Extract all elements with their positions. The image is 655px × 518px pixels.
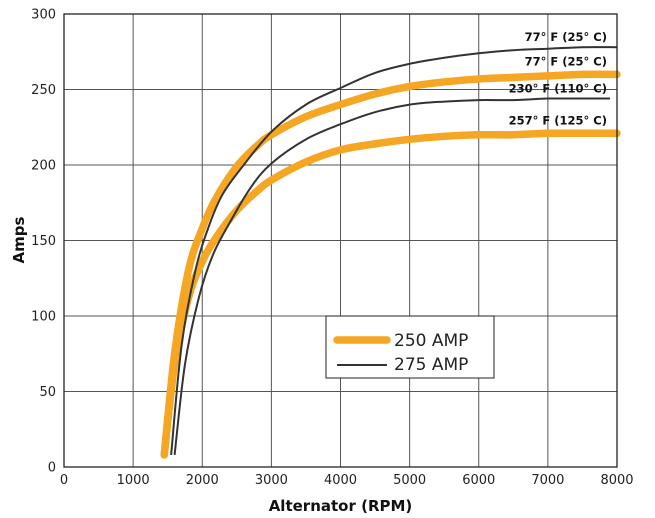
y-tick-label: 150 xyxy=(31,234,56,249)
series-line-0 xyxy=(160,70,621,459)
x-tick-label: 4000 xyxy=(324,473,357,488)
series-line-3 xyxy=(173,97,611,456)
x-tick-label: 2000 xyxy=(186,473,219,488)
x-tick-label: 5000 xyxy=(393,473,426,488)
series-layer xyxy=(160,46,621,459)
curve-label-3: 230° F (110° C) xyxy=(509,82,607,96)
legend-label-250-amp: 250 AMP xyxy=(394,331,468,351)
y-tick-label: 50 xyxy=(39,385,56,400)
legend: 250 AMP 275 AMP xyxy=(325,315,495,379)
curve-label-2: 77° F (25° C) xyxy=(525,30,607,44)
x-tick-label: 8000 xyxy=(600,473,633,488)
y-tick-label: 300 xyxy=(31,8,56,23)
curve-label-0: 77° F (25° C) xyxy=(525,54,607,68)
plot-border xyxy=(63,13,618,468)
y-tick-label: 200 xyxy=(31,159,56,174)
series-line-1 xyxy=(160,129,621,459)
tick-labels: 0 1000 2000 3000 4000 5000 6000 7000 8000 0 50 100 1… xyxy=(31,8,633,489)
x-tick-label: 0 xyxy=(60,473,68,488)
x-axis-title: Alternator (RPM) xyxy=(269,497,413,515)
y-tick-label: 100 xyxy=(31,310,56,325)
y-tick-label: 250 xyxy=(31,83,56,98)
curve-labels: 77° F (25° C) 257° F (125° C) 77° F (25° C… xyxy=(509,30,607,127)
y-axis-title: Amps xyxy=(10,216,28,263)
series-line-2 xyxy=(170,46,618,456)
y-tick-label: 0 xyxy=(48,461,56,476)
x-tick-label: 7000 xyxy=(531,473,564,488)
legend-box xyxy=(325,315,495,379)
x-tick-label: 1000 xyxy=(117,473,150,488)
x-tick-label: 3000 xyxy=(255,473,288,488)
legend-label-275-amp: 275 AMP xyxy=(394,355,468,375)
curve-label-1: 257° F (125° C) xyxy=(509,113,607,127)
x-tick-label: 6000 xyxy=(462,473,495,488)
